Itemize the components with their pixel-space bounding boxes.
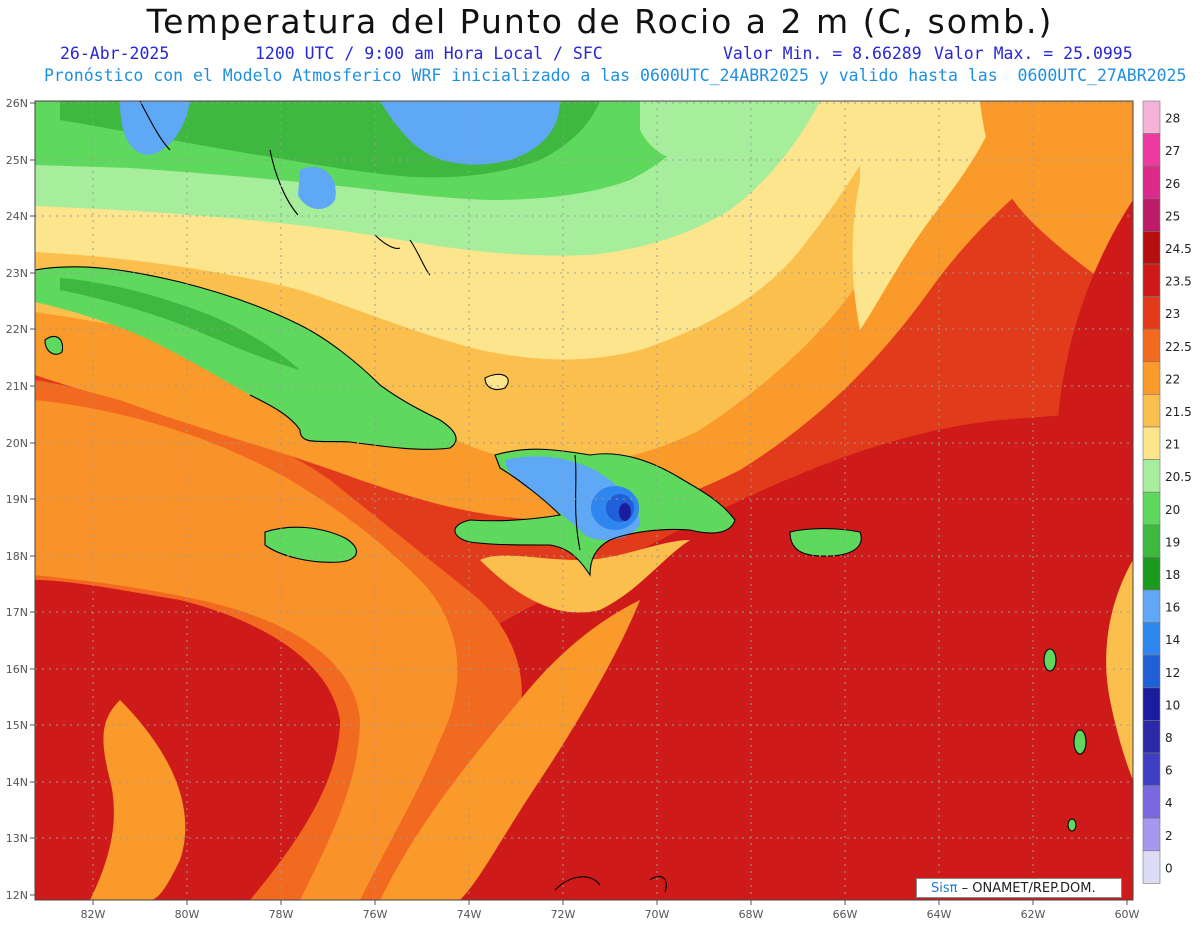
lat-label: 26N <box>6 97 28 110</box>
colorbar-label: 22.5 <box>1165 340 1192 354</box>
colorbar-swatch <box>1142 720 1161 754</box>
forecast-time: 1200 UTC / 9:00 am Hora Local / SFC <box>255 44 603 63</box>
lon-label: 66W <box>833 908 858 921</box>
shaded-field <box>35 101 1133 900</box>
colorbar-swatch <box>1142 654 1161 689</box>
colorbar-label: 19 <box>1165 535 1180 549</box>
lat-label: 17N <box>6 606 28 619</box>
brand-label: Sisπ <box>931 881 958 896</box>
lat-label: 16N <box>6 663 28 676</box>
lon-label: 62W <box>1021 908 1046 921</box>
colorbar-swatch <box>1142 557 1161 591</box>
colorbar-label: 18 <box>1165 568 1180 582</box>
colorbar-label: 21.5 <box>1165 405 1192 419</box>
colorbar-label: 23.5 <box>1165 275 1192 289</box>
colorbar-label: 23 <box>1165 307 1180 321</box>
lon-label: 68W <box>739 908 764 921</box>
value-max: Valor Max. = 25.0995 <box>934 44 1133 63</box>
colorbar-label: 27 <box>1165 144 1180 158</box>
lon-label: 72W <box>551 908 576 921</box>
graticule <box>35 101 1133 900</box>
colorbar-label: 20.5 <box>1165 470 1192 484</box>
lat-label: 22N <box>6 323 28 336</box>
colorbar: 2827262524.523.52322.52221.52120.5201918… <box>1142 100 1192 884</box>
lon-label: 80W <box>175 908 200 921</box>
colorbar-swatch <box>1142 687 1161 721</box>
lat-label: 15N <box>6 719 28 732</box>
colorbar-label: 22 <box>1165 372 1180 386</box>
lat-label: 24N <box>6 210 28 223</box>
colorbar-swatch <box>1142 850 1161 884</box>
colorbar-swatch <box>1142 263 1161 297</box>
colorbar-label: 20 <box>1165 503 1180 517</box>
colorbar-swatch <box>1142 426 1161 460</box>
credit-label: – ONAMET/REP.DOM. <box>957 881 1096 896</box>
colorbar-label: 12 <box>1165 666 1180 680</box>
lon-label: 60W <box>1115 908 1140 921</box>
lat-label: 12N <box>6 889 28 902</box>
colorbar-swatch <box>1142 296 1161 330</box>
colorbar-swatch <box>1142 198 1161 232</box>
lon-label: 70W <box>645 908 670 921</box>
colorbar-label: 26 <box>1165 177 1180 191</box>
colorbar-swatch <box>1142 589 1161 623</box>
colorbar-swatch <box>1142 752 1161 786</box>
forecast-date: 26-Abr-2025 <box>60 44 170 63</box>
colorbar-swatch <box>1142 133 1161 167</box>
lat-label: 19N <box>6 493 28 506</box>
lon-label: 74W <box>457 908 482 921</box>
lat-label: 13N <box>6 832 28 845</box>
colorbar-label: 8 <box>1165 731 1173 745</box>
lat-label: 23N <box>6 267 28 280</box>
lon-label: 78W <box>269 908 294 921</box>
colorbar-label: 21 <box>1165 438 1180 452</box>
colorbar-label: 0 <box>1165 861 1173 875</box>
colorbar-label: 28 <box>1165 112 1180 126</box>
colorbar-label: 14 <box>1165 633 1180 647</box>
colorbar-swatch <box>1142 785 1161 819</box>
colorbar-label: 6 <box>1165 764 1173 778</box>
colorbar-swatch <box>1142 100 1161 134</box>
colorbar-swatch <box>1142 459 1161 493</box>
colorbar-swatch <box>1142 491 1161 526</box>
lon-label: 76W <box>363 908 388 921</box>
colorbar-swatch <box>1142 817 1161 852</box>
colorbar-label: 16 <box>1165 601 1180 615</box>
colorbar-swatch <box>1142 361 1161 395</box>
colorbar-label: 10 <box>1165 698 1180 712</box>
lat-label: 21N <box>6 380 28 393</box>
lon-label: 82W <box>81 908 106 921</box>
colorbar-swatch <box>1142 394 1161 428</box>
credit-box: Sisπ – ONAMET/REP.DOM. <box>916 878 1122 898</box>
colorbar-label: 4 <box>1165 796 1173 810</box>
lat-label: 25N <box>6 154 28 167</box>
value-min: Valor Min. = 8.66289 <box>723 44 922 63</box>
lon-label: 64W <box>927 908 952 921</box>
colorbar-label: 2 <box>1165 829 1173 843</box>
run-info: Pronóstico con el Modelo Atmosferico WRF… <box>44 66 1187 85</box>
lat-label: 14N <box>6 776 28 789</box>
colorbar-swatch <box>1142 328 1161 363</box>
lat-label: 18N <box>6 550 28 563</box>
colorbar-swatch <box>1142 231 1161 265</box>
colorbar-label: 24.5 <box>1165 242 1192 256</box>
colorbar-swatch <box>1142 524 1161 558</box>
latitude-axis: 26N 25N 24N 23N 22N 21N 20N 19N 18N 17N … <box>6 97 35 902</box>
colorbar-label: 25 <box>1165 209 1180 223</box>
colorbar-swatch <box>1142 165 1161 200</box>
chart-title: Temperatura del Punto de Rocio a 2 m (C,… <box>146 2 1054 41</box>
map-frame <box>34 100 1134 901</box>
lat-label: 20N <box>6 437 28 450</box>
colorbar-swatch <box>1142 622 1161 656</box>
coastlines <box>35 101 1087 893</box>
longitude-axis: 82W 80W 78W 76W 74W 72W 70W 68W 66W 64W … <box>81 900 1140 921</box>
